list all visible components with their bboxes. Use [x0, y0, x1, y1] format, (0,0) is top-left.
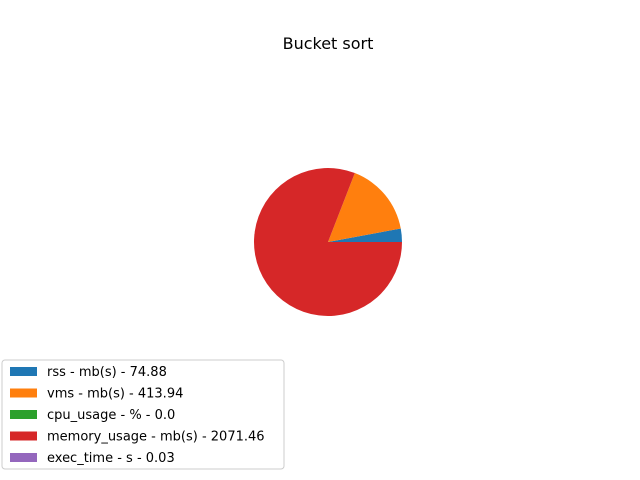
legend-label-4: exec_time - s - 0.03: [47, 451, 175, 466]
legend-swatch-2: [10, 410, 37, 419]
legend-swatch-1: [10, 388, 37, 398]
legend-label-0: rss - mb(s) - 74.88: [47, 365, 167, 380]
pie-slice-1: [328, 173, 401, 242]
legend-swatch-0: [10, 367, 37, 376]
legend-frame: [1, 359, 285, 470]
legend-swatch-3: [10, 431, 37, 441]
pie-slice-3: [253, 168, 402, 317]
legend-label-3: memory_usage - mb(s) - 2071.46: [47, 430, 265, 445]
legend: rss - mb(s) - 74.88 vms - mb(s) - 413.94 c…: [1, 359, 285, 470]
legend-label-1: vms - mb(s) - 413.94: [47, 387, 183, 402]
legend-label-2: cpu_usage - % - 0.0: [47, 408, 175, 423]
pie-group: [253, 168, 402, 317]
pie-slice-0: [328, 228, 402, 242]
legend-swatch-4: [10, 453, 37, 462]
chart-title: Bucket sort: [283, 34, 374, 53]
